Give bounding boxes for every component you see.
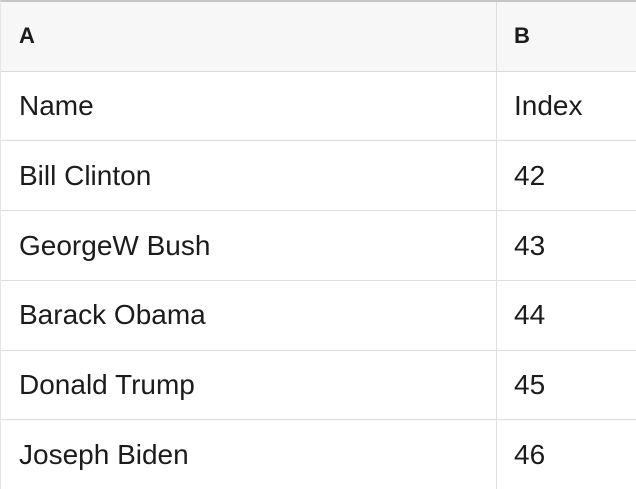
table-row: Joseph Biden 46 [1,420,636,489]
cell-index-42[interactable]: 42 [514,159,546,191]
column-header-a[interactable]: A [1,2,497,71]
cell-name-bill-clinton[interactable]: Bill Clinton [1,141,497,211]
cell-name-barack-obama[interactable]: Barack Obama [1,280,497,350]
column-header-row: A B [1,2,636,72]
cell-index-46[interactable]: 46 [514,438,546,470]
cell-name-joseph-biden[interactable]: Joseph Biden [1,420,497,489]
cell-name-georgew-bush[interactable]: GeorgeW Bush [1,211,497,280]
table-row: GeorgeW Bush 43 [1,211,636,281]
table-row: Name Index [1,71,636,142]
cell-name-donald-trump[interactable]: Donald Trump [1,350,497,420]
cell-name-header[interactable]: Name [1,71,497,141]
cell-index-header[interactable]: Index [514,90,583,122]
table-row: Barack Obama 44 [1,280,636,351]
table-row: Donald Trump 45 [1,350,636,421]
column-header-b[interactable]: B [514,23,531,49]
cell-index-44[interactable]: 44 [514,299,546,331]
cell-index-43[interactable]: 43 [514,229,546,261]
cell-index-45[interactable]: 45 [514,368,546,400]
table-row: Bill Clinton 42 [1,141,636,212]
